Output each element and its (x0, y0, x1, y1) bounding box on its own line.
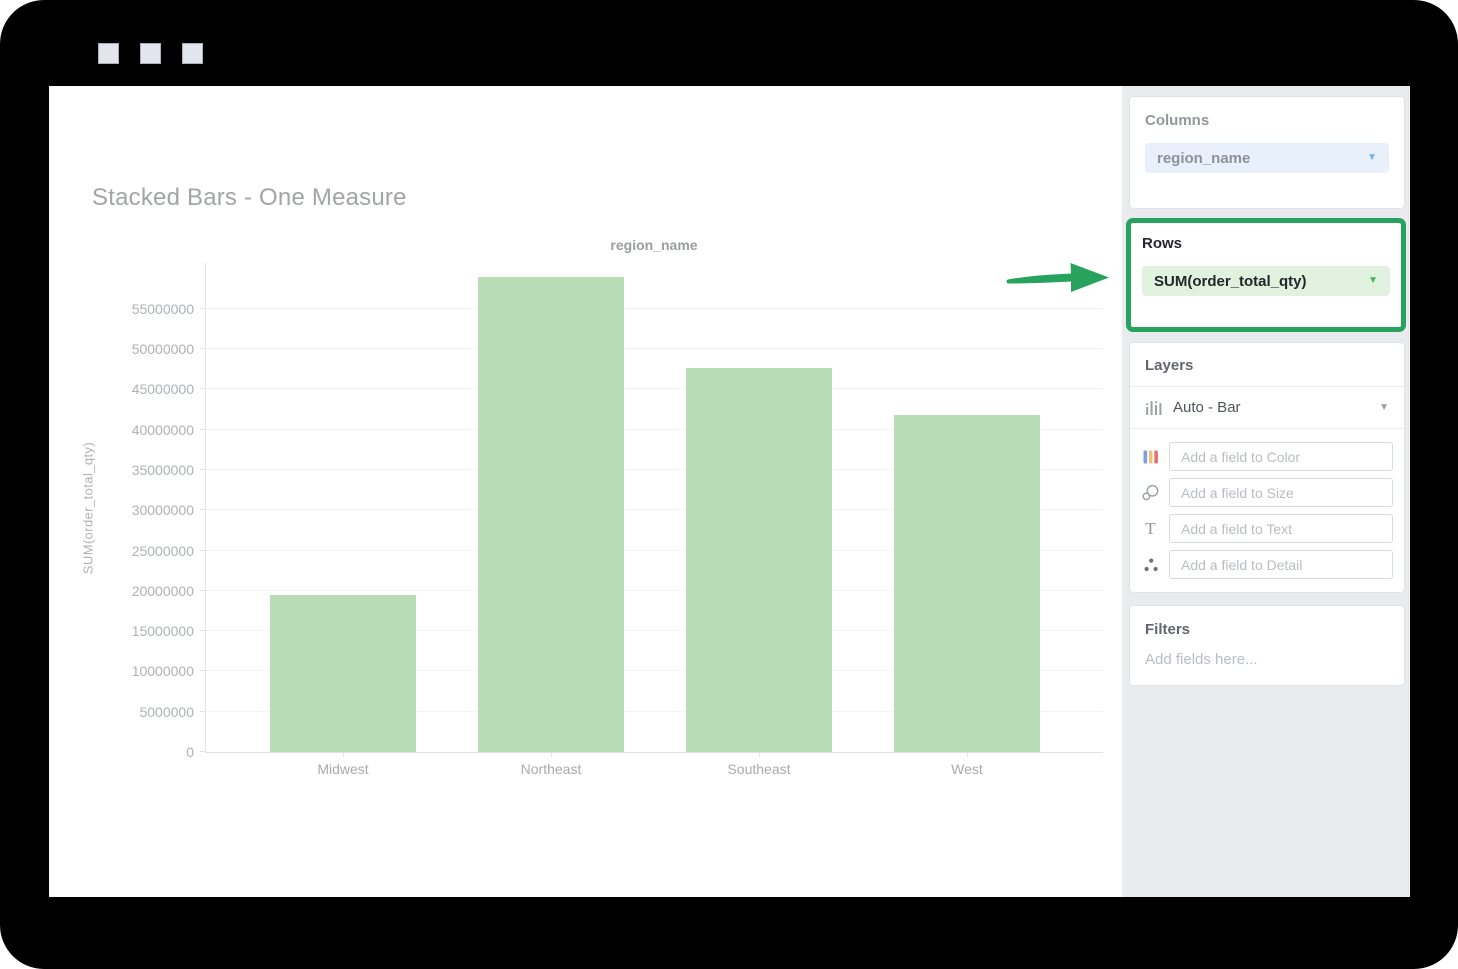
y-tick-mark (200, 590, 206, 591)
size-circles-icon (1141, 484, 1160, 501)
layers-panel: Layers Auto - Bar ▼ (1130, 343, 1404, 592)
y-tick-label: 20000000 (131, 583, 194, 599)
x-axis-title: region_name (610, 237, 698, 253)
y-tick-mark (200, 388, 206, 389)
rows-annotation-box: Rows SUM(order_total_qty) ▼ (1126, 218, 1406, 332)
gridline (206, 308, 1103, 309)
y-tick-mark (200, 550, 206, 551)
text-icon: T (1145, 519, 1156, 538)
layer-fields: T (1130, 429, 1404, 579)
filters-header: Filters (1145, 621, 1191, 638)
y-tick-mark (200, 469, 206, 470)
gridline (206, 388, 1103, 389)
filters-panel[interactable]: Filters Add fields here... (1130, 606, 1404, 685)
gridline (206, 550, 1103, 551)
x-tick-label: Northeast (520, 761, 582, 777)
filters-placeholder: Add fields here... (1145, 651, 1258, 668)
gridline (206, 711, 1103, 712)
chevron-down-icon[interactable]: ▼ (1379, 401, 1389, 413)
add-field-to-detail-input[interactable] (1169, 550, 1393, 579)
gridline (206, 509, 1103, 510)
y-tick-label: 50000000 (131, 341, 194, 357)
y-tick-label: 55000000 (131, 301, 194, 317)
app-window: Stacked Bars - One Measure region_name S… (49, 86, 1410, 897)
y-tick-mark (200, 509, 206, 510)
columns-field-pill[interactable]: region_name ▼ (1145, 143, 1389, 173)
y-tick-mark (200, 348, 206, 349)
y-tick-label: 10000000 (131, 663, 194, 679)
layer-type-dropdown[interactable]: Auto - Bar ▼ (1130, 387, 1404, 429)
detail-dots-icon (1141, 557, 1160, 573)
chart-panel: Stacked Bars - One Measure region_name S… (49, 86, 1122, 897)
annotation-arrow-icon (1006, 263, 1109, 292)
y-tick-label: 25000000 (131, 543, 194, 559)
x-tick-mark (967, 752, 968, 757)
y-tick-label: 35000000 (131, 462, 194, 478)
window-button-3[interactable] (182, 43, 203, 64)
add-field-to-size-input[interactable] (1169, 478, 1393, 507)
add-field-to-text-input[interactable] (1169, 514, 1393, 543)
bar-northeast[interactable] (478, 277, 624, 752)
chart-title: Stacked Bars - One Measure (92, 184, 407, 211)
gridline (206, 429, 1103, 430)
rows-field-pill[interactable]: SUM(order_total_qty) ▼ (1142, 266, 1390, 296)
columns-header: Columns (1145, 112, 1210, 129)
field-row-text: T (1141, 514, 1393, 543)
add-field-to-color-input[interactable] (1169, 442, 1393, 471)
y-tick-mark (200, 308, 206, 309)
window-button-2[interactable] (140, 43, 161, 64)
bar-chart-icon (1146, 401, 1162, 415)
field-row-size (1141, 478, 1393, 507)
gridline (206, 348, 1103, 349)
x-tick-label: Midwest (317, 761, 369, 777)
shelf-sidebar: Columns region_name ▼ Rows SUM(order_tot… (1122, 86, 1410, 897)
chevron-down-icon[interactable]: ▼ (1367, 152, 1377, 163)
rows-shelf: Rows SUM(order_total_qty) ▼ (1131, 223, 1401, 308)
y-tick-mark (200, 670, 206, 671)
y-tick-mark (200, 711, 206, 712)
y-tick-label: 45000000 (131, 381, 194, 397)
columns-shelf: Columns region_name ▼ (1130, 97, 1404, 208)
y-tick-mark (200, 751, 206, 752)
x-tick-mark (759, 752, 760, 757)
x-tick-label: Southeast (727, 761, 791, 777)
x-tick-mark (551, 752, 552, 757)
y-tick-label: 0 (186, 744, 194, 760)
bar-southeast[interactable] (686, 368, 832, 752)
layers-header-row: Layers (1130, 343, 1404, 387)
bar-midwest[interactable] (270, 595, 416, 752)
gridline (206, 590, 1103, 591)
columns-field-label: region_name (1157, 149, 1251, 167)
bar-west[interactable] (894, 415, 1040, 752)
y-tick-mark (200, 429, 206, 430)
color-bars-icon (1141, 449, 1160, 465)
field-row-detail (1141, 550, 1393, 579)
window-button-1[interactable] (98, 43, 119, 64)
field-row-color (1141, 442, 1393, 471)
rows-header: Rows (1142, 235, 1183, 252)
layers-header: Layers (1145, 357, 1194, 374)
x-tick-mark (343, 752, 344, 757)
gridline (206, 469, 1103, 470)
y-tick-label: 15000000 (131, 623, 194, 639)
gridline (206, 630, 1103, 631)
chevron-down-icon[interactable]: ▼ (1368, 275, 1378, 286)
y-tick-label: 40000000 (131, 422, 194, 438)
gridline (206, 670, 1103, 671)
layer-type-label: Auto - Bar (1173, 399, 1241, 416)
y-tick-mark (200, 630, 206, 631)
rows-field-label: SUM(order_total_qty) (1154, 272, 1307, 290)
y-tick-label: 5000000 (139, 704, 194, 720)
y-axis-title: SUM(order_total_qty) (80, 441, 96, 575)
y-tick-label: 30000000 (131, 502, 194, 518)
bar-chart-plot-area: 0 5000000 10000000 15000000 20000000 25000000… (132, 263, 1103, 777)
x-tick-label: West (951, 761, 983, 777)
